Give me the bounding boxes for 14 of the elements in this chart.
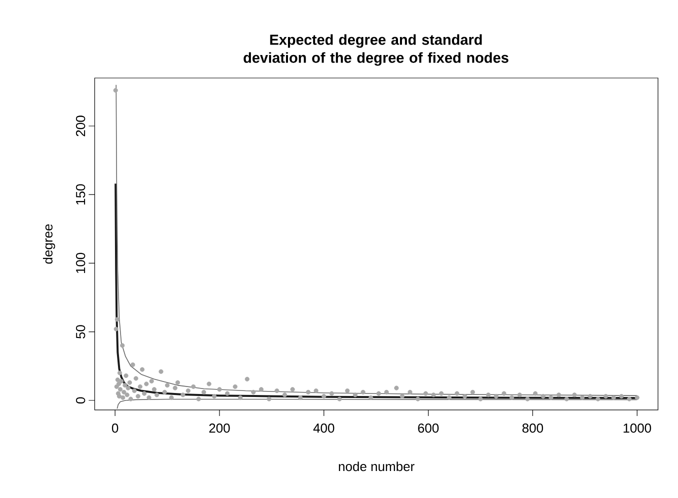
y-tick-label: 150 — [76, 184, 86, 204]
x-tick-label: 800 — [522, 424, 544, 433]
y-tick-label: 200 — [76, 116, 86, 136]
x-tick-label: 0 — [112, 424, 118, 433]
y-axis-title: degree — [42, 224, 56, 264]
chart-title: Expected degree and standard deviation of the degree of fixed nodes — [244, 34, 508, 66]
x-axis-title: node number — [338, 462, 414, 472]
y-tick-label: 50 — [76, 325, 86, 338]
x-tick-label: 1000 — [624, 424, 652, 433]
y-tick-label: 0 — [76, 397, 86, 404]
x-tick-label: 400 — [313, 424, 334, 433]
x-tick-label: 200 — [209, 424, 230, 433]
x-tick-label: 600 — [418, 424, 439, 433]
y-tick-label: 100 — [76, 252, 86, 274]
